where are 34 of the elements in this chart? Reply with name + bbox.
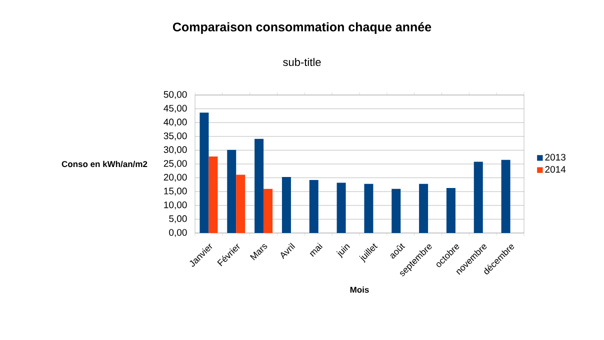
y-tick-label: 40,00 [164,118,187,127]
bar [309,180,318,233]
bar [446,188,456,233]
bar [392,188,401,233]
bar [264,188,273,233]
y-tick-label: 35,00 [164,132,187,140]
x-axis-title: Mois [350,286,369,293]
y-tick-label: 20,00 [164,174,187,182]
bar [200,112,209,233]
y-tick-label: 50,00 [164,91,187,99]
bar [474,162,483,233]
y-tick-label: 25,00 [164,160,187,168]
chart-title: Comparaison consommation chaque année [172,22,432,34]
y-tick-label: 10,00 [164,201,187,210]
x-tick-label: juin [336,244,350,258]
bar [501,160,510,233]
bar [208,156,218,233]
legend-label: 2014 [545,166,566,173]
y-tick-label: 30,00 [164,146,187,154]
y-tick-label: 0,00 [169,229,187,237]
bar [236,174,246,233]
x-tick-label: mai [310,242,323,257]
y-tick-label: 5,00 [169,215,187,224]
bar [227,150,236,233]
y-tick-label: 45,00 [164,104,187,113]
bar [364,184,374,233]
y-axis-title: Conso en kWh/an/m2 [62,160,148,168]
bar [282,176,291,233]
legend-label: 2013 [545,154,566,161]
bar [419,184,428,233]
y-tick-label: 15,00 [164,188,187,196]
bar [254,138,264,233]
chart-subtitle: sub-title [283,58,321,66]
bar [336,182,346,233]
